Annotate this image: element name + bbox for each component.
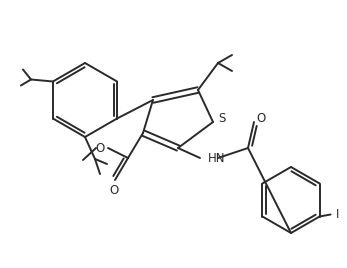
Text: HN: HN xyxy=(208,151,226,165)
Text: I: I xyxy=(336,208,339,221)
Text: S: S xyxy=(218,113,226,125)
Text: O: O xyxy=(109,184,119,196)
Text: O: O xyxy=(256,113,265,125)
Text: O: O xyxy=(95,143,105,155)
